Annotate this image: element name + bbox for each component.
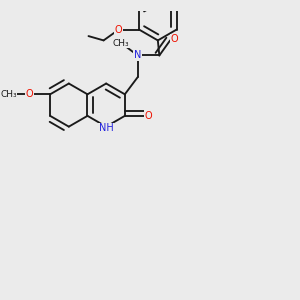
- Text: CH₃: CH₃: [112, 39, 129, 48]
- Text: O: O: [145, 111, 152, 121]
- Text: CH₃: CH₃: [0, 90, 17, 99]
- Text: N: N: [134, 50, 142, 61]
- Text: O: O: [170, 34, 178, 44]
- Text: O: O: [115, 25, 122, 34]
- Text: O: O: [26, 89, 34, 99]
- Text: NH: NH: [99, 123, 113, 133]
